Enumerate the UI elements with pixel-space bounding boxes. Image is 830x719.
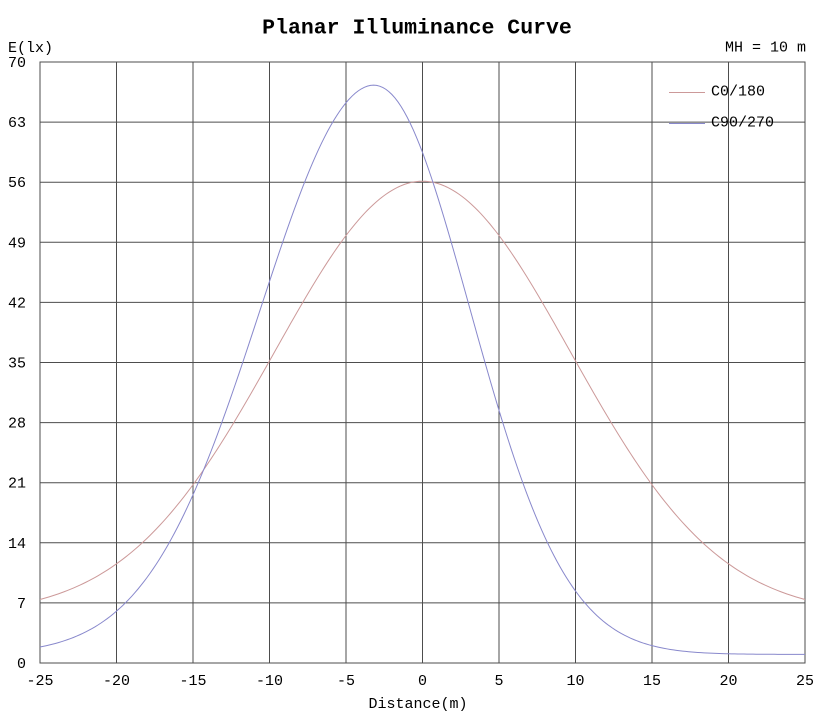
svg-text:56: 56 [8, 175, 26, 192]
svg-text:Distance(m): Distance(m) [368, 696, 467, 713]
svg-text:MH = 10 m: MH = 10 m [725, 40, 806, 57]
svg-text:0: 0 [418, 673, 427, 690]
svg-text:C90/270: C90/270 [711, 115, 774, 132]
svg-text:70: 70 [8, 55, 26, 72]
svg-text:-15: -15 [179, 673, 206, 690]
svg-text:5: 5 [494, 673, 503, 690]
svg-text:21: 21 [8, 476, 26, 493]
svg-text:28: 28 [8, 416, 26, 433]
svg-text:10: 10 [566, 673, 584, 690]
svg-text:0: 0 [17, 656, 26, 673]
svg-text:C0/180: C0/180 [711, 84, 765, 101]
svg-text:15: 15 [643, 673, 661, 690]
svg-text:42: 42 [8, 295, 26, 312]
svg-text:-20: -20 [103, 673, 130, 690]
svg-text:35: 35 [8, 356, 26, 373]
svg-text:Planar Illuminance Curve: Planar Illuminance Curve [262, 17, 572, 41]
svg-text:25: 25 [796, 673, 814, 690]
svg-text:-25: -25 [26, 673, 53, 690]
svg-text:-5: -5 [337, 673, 355, 690]
svg-text:-10: -10 [256, 673, 283, 690]
svg-text:49: 49 [8, 235, 26, 252]
svg-text:14: 14 [8, 536, 26, 553]
svg-text:7: 7 [17, 596, 26, 613]
svg-text:20: 20 [719, 673, 737, 690]
svg-text:63: 63 [8, 115, 26, 132]
